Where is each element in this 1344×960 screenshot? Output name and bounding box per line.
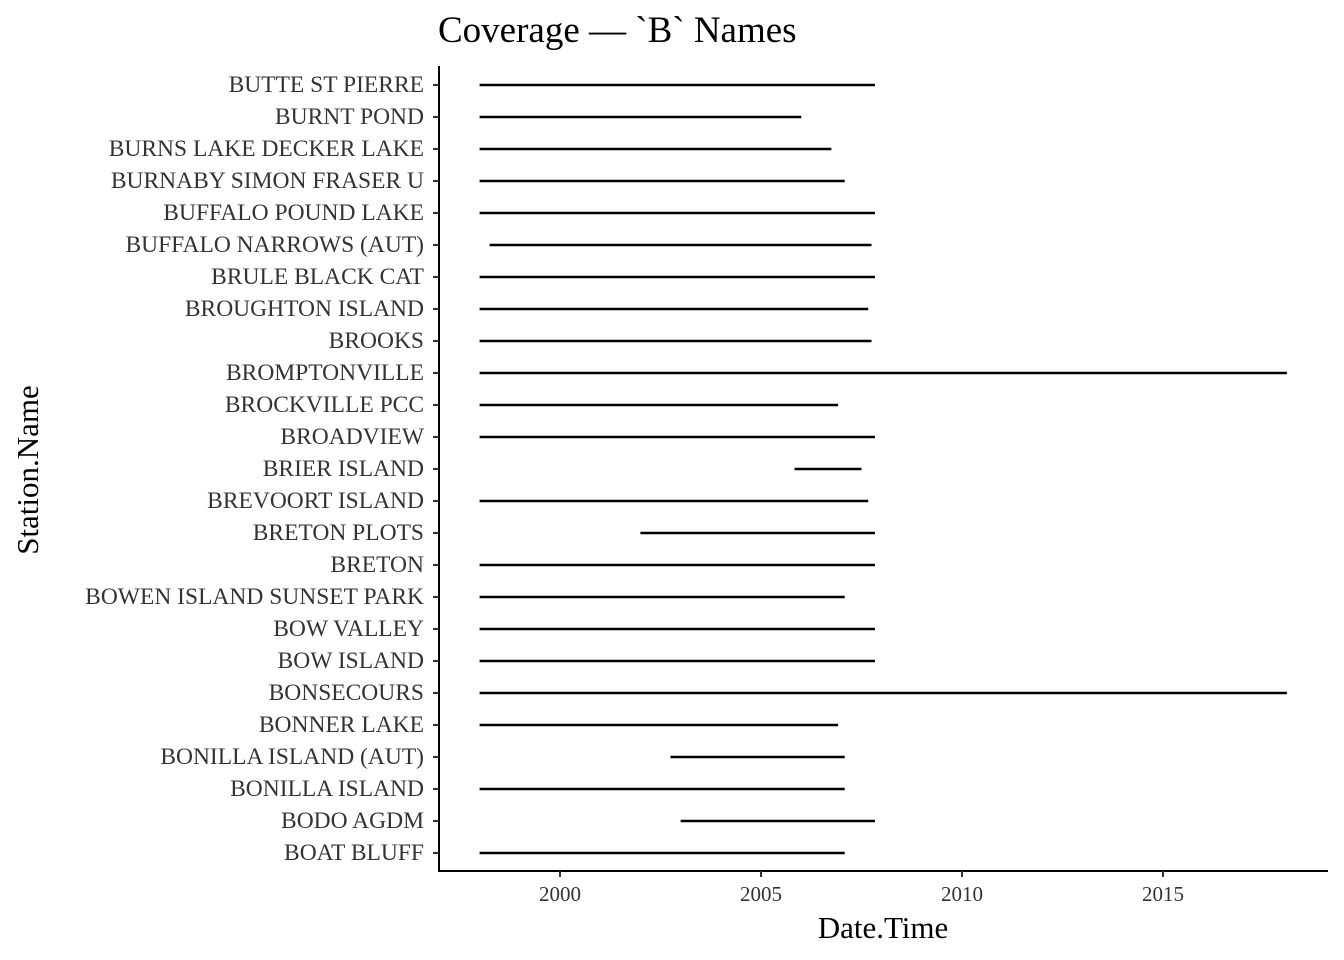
chart-title: Coverage — `B` Names [438, 10, 797, 51]
y-tick-label: BRETON PLOTS [253, 520, 424, 546]
y-tick-label: BOW ISLAND [278, 648, 424, 674]
y-tick-label: BURNABY SIMON FRASER U [111, 168, 424, 194]
y-axis-title: Station.Name [10, 385, 45, 555]
y-tick-label: BOAT BLUFF [284, 840, 424, 866]
x-tick-label: 2000 [539, 882, 581, 906]
y-tick-label: BOW VALLEY [273, 616, 424, 642]
y-tick-label: BONILLA ISLAND [230, 776, 424, 802]
y-tick-label: BRULE BLACK CAT [211, 264, 424, 290]
y-tick-label: BROADVIEW [280, 424, 424, 450]
y-tick-label: BONILLA ISLAND (AUT) [160, 744, 424, 770]
y-tick-label: BONNER LAKE [259, 712, 424, 738]
y-tick-label: BODO AGDM [281, 808, 424, 834]
y-tick-label: BREVOORT ISLAND [207, 488, 424, 514]
y-tick-label: BURNT POND [275, 104, 424, 130]
y-axis: BUTTE ST PIERRE BURNT POND BURNS LAKE DECK… [85, 72, 439, 866]
plot-area [479, 83, 1287, 855]
y-tick-label: BRIER ISLAND [263, 456, 424, 482]
x-tick-label: 2010 [941, 882, 983, 906]
y-tick-label: BOWEN ISLAND SUNSET PARK [85, 584, 424, 610]
y-tick-label: BONSECOURS [269, 680, 424, 706]
y-tick-label: BUFFALO NARROWS (AUT) [125, 232, 424, 258]
y-tick-label: BROUGHTON ISLAND [185, 296, 424, 322]
y-tick-label: BROCKVILLE PCC [225, 392, 424, 418]
y-tick-label: BURNS LAKE DECKER LAKE [109, 136, 424, 162]
x-axis-title: Date.Time [818, 910, 949, 945]
x-tick-label: 2005 [740, 882, 782, 906]
y-tick-label: BROMPTONVILLE [226, 360, 424, 386]
x-axis: 2000 2005 2010 2015 [539, 871, 1184, 906]
x-tick-label: 2015 [1142, 882, 1184, 906]
y-tick-label: BUFFALO POUND LAKE [163, 200, 424, 226]
y-tick-label: BUTTE ST PIERRE [229, 72, 424, 98]
y-tick-label: BROOKS [329, 328, 424, 354]
y-tick-label: BRETON [330, 552, 424, 578]
